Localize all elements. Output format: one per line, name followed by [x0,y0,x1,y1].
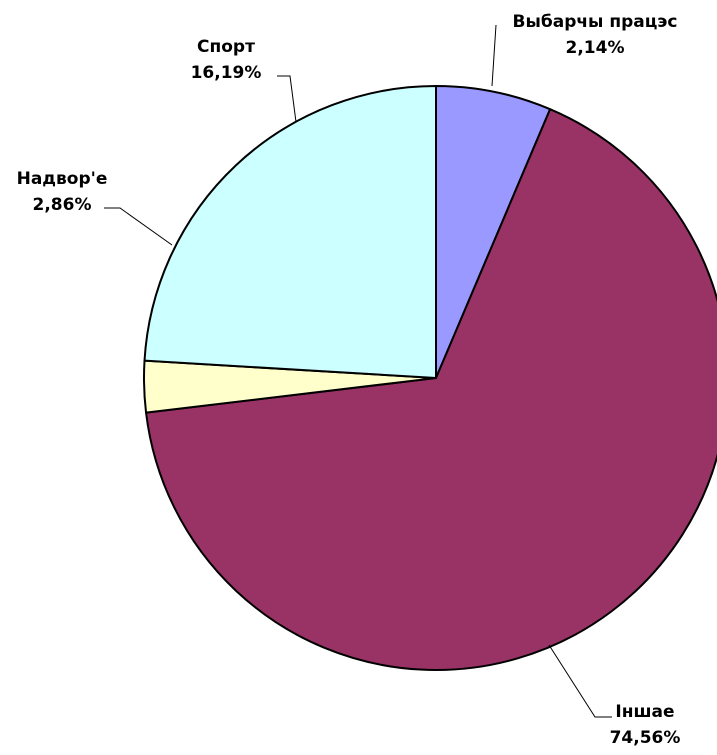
pie-slice-sport [143,85,437,379]
leader-line-inshae [548,644,612,718]
slice-label-inshae: Іншае [615,702,674,722]
leader-line-nadvore [104,207,173,246]
pie-slices [143,85,717,671]
slice-labels: Выбарчы працэс 2,14% Іншае 74,56% Надвор'е 2,… [17,12,681,748]
pie-slice-vybarchy [435,85,552,379]
leader-lines [104,24,612,718]
slice-label-vybarchy: Выбарчы працэс [513,12,678,32]
leader-line-sport [277,75,297,123]
slice-value-nadvore: 2,86% [33,195,92,215]
slice-value-sport: 16,19% [191,63,262,83]
pie-slice-inshae [145,108,717,671]
slice-label-nadvore: Надвор'е [17,169,108,189]
slice-value-inshae: 74,56% [610,728,681,748]
leader-line-vybarchy [491,24,497,87]
slice-value-vybarchy: 2,14% [566,38,625,58]
slice-label-sport: Спорт [197,37,255,57]
